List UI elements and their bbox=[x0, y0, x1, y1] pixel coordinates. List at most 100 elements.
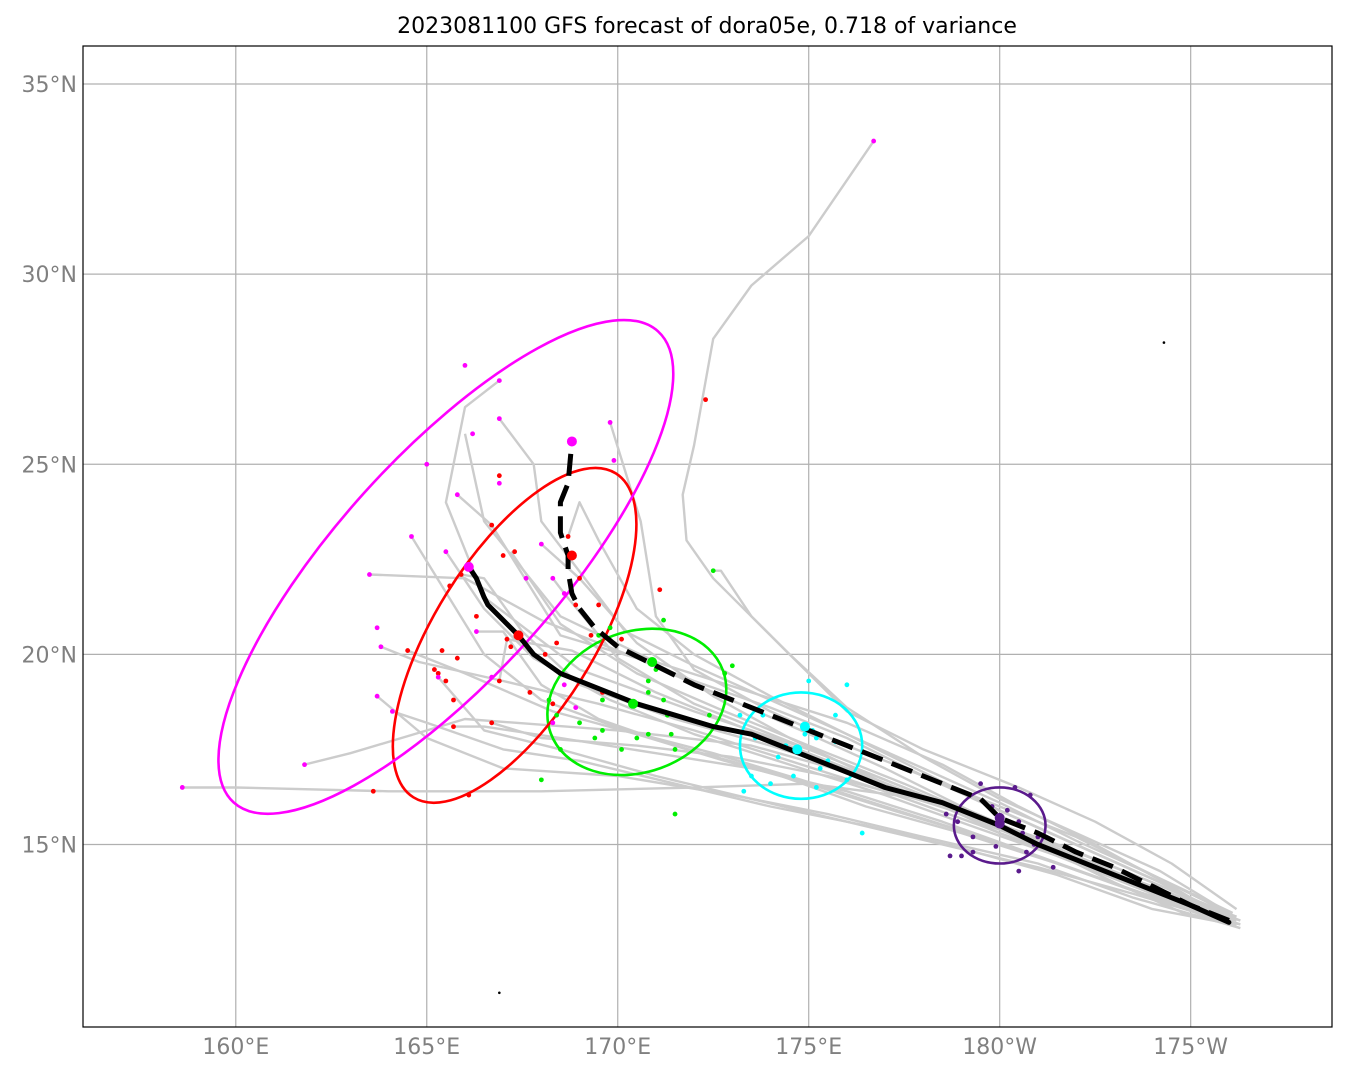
control-position-marker bbox=[566, 550, 577, 561]
plot-frame bbox=[82, 45, 1333, 1028]
member-position-dot bbox=[600, 697, 605, 703]
member-position-dot bbox=[661, 617, 666, 623]
member-position-dot bbox=[645, 689, 651, 695]
member-position-dot bbox=[496, 473, 502, 479]
uncertainty-ellipses bbox=[217, 318, 1047, 865]
member-position-dot bbox=[943, 811, 949, 817]
member-position-dot bbox=[802, 731, 808, 737]
control-position-marker bbox=[647, 656, 658, 667]
member-position-dot bbox=[466, 792, 472, 798]
member-position-dot bbox=[970, 849, 976, 855]
member-position-dot bbox=[993, 843, 999, 849]
member-position-dot bbox=[179, 785, 185, 790]
ensemble-track bbox=[407, 649, 1241, 926]
uncertainty-ellipse bbox=[546, 627, 728, 777]
control-position-marker bbox=[799, 721, 810, 732]
ensemble-track bbox=[681, 140, 1238, 911]
member-position-dot bbox=[813, 735, 819, 741]
member-position-dot bbox=[454, 492, 460, 498]
member-position-dot bbox=[546, 697, 552, 703]
member-position-dot bbox=[1012, 785, 1018, 790]
map-speck bbox=[498, 991, 501, 995]
lat-tick-label: 35°N bbox=[22, 73, 77, 98]
member-position-dot bbox=[588, 632, 594, 638]
member-position-dot bbox=[672, 811, 678, 817]
member-position-dot bbox=[432, 667, 437, 672]
member-position-dot bbox=[619, 636, 624, 642]
mean-position-marker bbox=[513, 630, 524, 641]
member-position-dot bbox=[451, 724, 456, 730]
member-position-dot bbox=[458, 572, 464, 577]
member-position-dot bbox=[302, 762, 307, 768]
ensemble-track bbox=[437, 676, 1237, 926]
member-position-dot bbox=[367, 572, 372, 577]
uncertainty-ellipse bbox=[952, 786, 1047, 865]
member-position-dot bbox=[489, 522, 495, 528]
member-position-dot bbox=[558, 747, 563, 752]
member-position-dot bbox=[561, 682, 567, 688]
member-position-dot bbox=[1004, 807, 1010, 813]
member-position-dot bbox=[565, 534, 571, 539]
map-speck bbox=[1162, 341, 1166, 344]
member-position-dot bbox=[1050, 864, 1056, 870]
member-position-dot bbox=[959, 853, 964, 859]
ensemble-track bbox=[392, 710, 1233, 926]
member-position-dot bbox=[462, 362, 468, 368]
member-position-dot bbox=[527, 689, 533, 695]
member-positions bbox=[179, 138, 1056, 874]
mean-position-marker bbox=[463, 561, 474, 572]
member-position-dot bbox=[607, 625, 613, 631]
member-position-dot bbox=[947, 853, 953, 859]
member-position-dot bbox=[512, 549, 518, 555]
member-position-dot bbox=[710, 568, 716, 574]
member-position-dot bbox=[737, 712, 743, 718]
member-position-dot bbox=[978, 781, 983, 787]
member-position-dot bbox=[592, 735, 598, 741]
latitude-tick-labels: 15°N 20°N 25°N 30°N 35°N bbox=[22, 73, 77, 858]
member-position-dot bbox=[378, 644, 384, 650]
mean-position-marker bbox=[628, 698, 639, 709]
ensemble-track bbox=[463, 433, 1230, 922]
member-position-dot bbox=[550, 720, 556, 726]
annotations bbox=[498, 341, 1166, 995]
member-position-dot bbox=[844, 777, 850, 783]
lat-tick-label: 15°N bbox=[22, 833, 77, 858]
lat-tick-label: 30°N bbox=[22, 263, 77, 288]
member-position-dot bbox=[550, 701, 556, 707]
member-position-dot bbox=[817, 766, 823, 771]
member-position-dot bbox=[729, 663, 735, 669]
member-position-dot bbox=[813, 785, 819, 790]
uncertainty-ellipse bbox=[217, 318, 675, 816]
plot-area bbox=[179, 138, 1241, 995]
member-position-dot bbox=[955, 819, 961, 825]
member-position-dot bbox=[577, 720, 582, 726]
lon-tick-label: 175°E bbox=[775, 1035, 842, 1060]
member-position-dot bbox=[970, 834, 976, 840]
member-position-dot bbox=[374, 625, 380, 631]
member-position-dot bbox=[496, 480, 502, 486]
member-position-dot bbox=[661, 697, 666, 703]
member-position-dot bbox=[844, 682, 850, 688]
member-position-dot bbox=[523, 575, 529, 581]
member-position-dot bbox=[645, 731, 651, 737]
control-position-marker bbox=[566, 436, 577, 447]
member-position-dot bbox=[538, 541, 544, 547]
member-position-dot bbox=[749, 773, 754, 779]
member-position-dot bbox=[424, 461, 430, 467]
member-position-dot bbox=[833, 712, 838, 718]
member-position-dot bbox=[634, 735, 640, 741]
member-position-dot bbox=[500, 553, 506, 558]
member-position-dot bbox=[741, 788, 747, 794]
member-position-dot bbox=[768, 781, 773, 787]
member-position-dot bbox=[474, 613, 479, 619]
member-position-dot bbox=[573, 602, 579, 608]
member-position-dot bbox=[474, 629, 479, 634]
member-position-dot bbox=[871, 138, 877, 144]
member-position-dot bbox=[657, 587, 663, 593]
graticule bbox=[83, 46, 1332, 1027]
ensemble-track bbox=[498, 417, 1234, 914]
member-position-dot bbox=[389, 709, 395, 714]
